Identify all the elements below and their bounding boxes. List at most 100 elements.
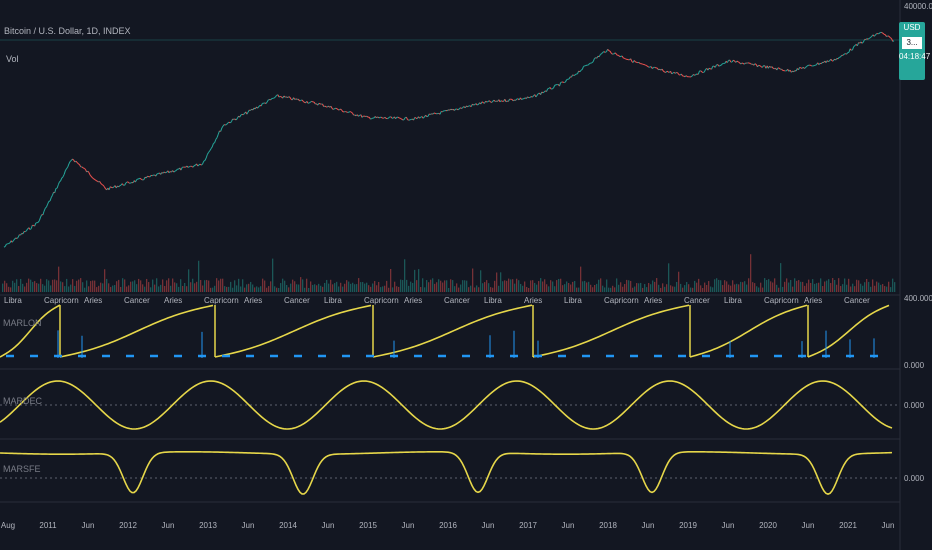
price-segment: [119, 184, 122, 187]
volume-bar: [124, 279, 126, 292]
price-segment: [352, 112, 355, 116]
price-segment: [247, 109, 250, 113]
zodiac-label: Aries: [164, 296, 182, 305]
volume-bar: [72, 279, 74, 292]
volume-bar: [382, 286, 384, 292]
volume-bar: [432, 278, 434, 292]
price-segment: [568, 76, 571, 80]
price-segment: [127, 181, 130, 184]
time-tick: 2012: [119, 521, 137, 530]
volume-bar: [310, 281, 312, 292]
volume-bar: [674, 286, 676, 292]
price-segment: [180, 167, 183, 171]
volume-bar: [274, 286, 276, 292]
price-segment: [75, 160, 78, 163]
price-segment: [358, 114, 360, 117]
price-segment: [685, 75, 688, 78]
price-segment: [227, 121, 230, 124]
price-segment: [96, 180, 99, 183]
volume-bar: [520, 283, 522, 292]
price-segment: [711, 66, 714, 70]
volume-bar: [306, 278, 308, 292]
price-segment: [323, 105, 326, 108]
price-segment: [604, 51, 607, 53]
volume-bar: [890, 287, 892, 292]
volume-bar: [656, 278, 658, 292]
time-tick: Jun: [402, 521, 415, 530]
volume-bar: [38, 283, 40, 292]
price-segment: [554, 84, 557, 86]
price-segment: [210, 146, 213, 150]
volume-bar: [678, 271, 680, 292]
price-segment: [609, 50, 612, 54]
price-segment: [630, 58, 633, 62]
price-segment: [293, 97, 296, 100]
volume-bar: [544, 279, 546, 292]
volume-bar: [188, 269, 190, 292]
volume-bar: [202, 285, 204, 292]
price-segment: [151, 174, 154, 177]
price-segment: [29, 228, 32, 230]
volume-bar: [804, 285, 806, 292]
volume-bar: [694, 280, 696, 292]
time-tick: Jun: [482, 521, 495, 530]
price-segment: [720, 63, 723, 66]
volume-bar: [282, 278, 284, 292]
volume-bar: [862, 285, 864, 292]
price-segment: [703, 69, 706, 73]
price-segment: [646, 65, 648, 67]
volume-bar: [508, 278, 510, 292]
zodiac-label: Cancer: [284, 296, 310, 305]
volume-bar: [802, 281, 804, 292]
volume-bar: [868, 281, 870, 292]
volume-bar: [380, 287, 382, 292]
price-segment: [246, 111, 249, 115]
price-segment: [266, 99, 269, 103]
volume-bar: [874, 285, 876, 292]
price-segment: [43, 207, 46, 212]
price-segment: [578, 70, 581, 73]
price-segment: [553, 85, 556, 88]
volume-bar: [864, 282, 866, 292]
time-tick: Jun: [162, 521, 175, 530]
volume-bar: [826, 280, 828, 292]
price-segment: [383, 116, 386, 119]
volume-bar: [720, 280, 722, 292]
price-segment: [708, 67, 711, 70]
price-segment: [49, 197, 52, 202]
price-segment: [308, 101, 311, 104]
price-segment: [235, 118, 238, 121]
price-segment: [395, 116, 398, 120]
volume-bar: [488, 283, 490, 292]
volume-bar: [734, 284, 736, 292]
price-segment: [505, 100, 508, 103]
volume-bar: [396, 286, 398, 292]
volume-bar: [64, 286, 66, 292]
volume-bar: [406, 279, 408, 292]
price-segment: [208, 150, 211, 153]
price-segment: [124, 182, 127, 186]
volume-bar: [316, 285, 318, 292]
volume-bar: [562, 285, 564, 292]
price-segment: [87, 170, 90, 173]
price-segment: [230, 118, 234, 122]
volume-bar: [46, 279, 48, 292]
volume-bar: [808, 279, 810, 292]
price-segment: [597, 55, 600, 58]
price-segment: [701, 71, 704, 73]
volume-bar: [546, 284, 548, 292]
volume-bar: [268, 286, 270, 292]
price-segment: [348, 111, 351, 113]
volume-bar: [522, 285, 524, 292]
volume-bar: [600, 278, 602, 292]
volume-bar: [92, 280, 94, 292]
price-segment: [454, 108, 456, 111]
volume-bar: [248, 283, 250, 292]
time-tick: 2019: [679, 521, 697, 530]
price-segment: [662, 70, 665, 73]
price-segment: [602, 51, 605, 53]
volume-bar: [26, 282, 28, 292]
volume-bar: [234, 280, 236, 292]
volume-bar: [158, 286, 160, 292]
